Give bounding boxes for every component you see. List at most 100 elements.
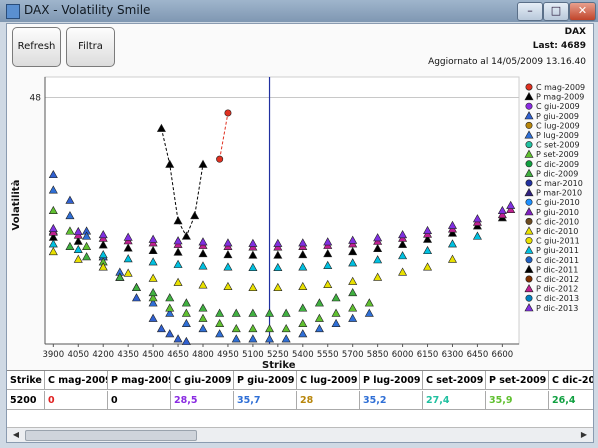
data-point <box>348 235 358 244</box>
legend-marker <box>525 217 533 225</box>
data-point <box>148 293 158 302</box>
table-cell: 35,7 <box>234 391 297 410</box>
legend-label: C dic-2013 <box>536 294 579 303</box>
data-point <box>398 230 408 239</box>
x-tick-label: 3900 <box>42 350 64 360</box>
column-header: Strike <box>7 371 45 390</box>
minimize-button[interactable]: – <box>517 2 543 21</box>
data-point <box>472 214 482 223</box>
data-point <box>198 237 208 246</box>
data-point <box>173 247 183 256</box>
x-tick-label: 5100 <box>242 350 264 360</box>
data-point <box>156 123 166 132</box>
data-point <box>398 267 408 276</box>
data-point <box>497 205 507 214</box>
data-point <box>148 245 158 255</box>
table-header-row: Strike C mag-2009 P mag-2009 C giu-2009 P gi… <box>7 371 593 391</box>
data-point <box>165 308 175 317</box>
volatility-smile-chart: 48 3900 4050 4200 4350 4500 4650 4800 4950 5100 52… <box>10 76 585 369</box>
data-point <box>48 246 58 256</box>
scrollbar-thumb[interactable] <box>25 430 197 441</box>
legend-marker <box>525 237 533 245</box>
data-point <box>198 303 208 312</box>
x-tick-label: 5400 <box>292 350 314 360</box>
legend-label: C mag-2009 <box>536 83 585 92</box>
y-tick-label: 48 <box>30 94 42 104</box>
data-point <box>173 334 183 343</box>
data-point <box>273 262 283 271</box>
legend-marker <box>524 91 534 101</box>
data-point <box>98 240 108 249</box>
data-point <box>198 159 208 168</box>
maximize-button[interactable]: □ <box>543 2 569 21</box>
data-point <box>298 262 308 271</box>
x-tick-label: 5850 <box>367 350 389 360</box>
data-point <box>123 254 133 263</box>
x-axis-label: Strike <box>262 360 296 369</box>
legend-label: P dic-2010 <box>536 227 578 236</box>
filter-data-button[interactable]: Filtra Dati <box>66 27 115 90</box>
refresh-button[interactable]: Refresh <box>12 27 61 67</box>
data-point <box>314 298 324 307</box>
data-point <box>48 239 58 248</box>
legend-label: P giu-2009 <box>536 112 579 121</box>
data-point <box>323 279 333 288</box>
legend-label: C set-2009 <box>536 141 580 150</box>
column-header: C dic-2009 <box>549 371 593 390</box>
data-point <box>314 313 324 322</box>
data-point <box>348 246 358 256</box>
data-point <box>165 303 175 312</box>
x-tick-label: 6600 <box>492 350 514 360</box>
x-tick-label: 6300 <box>442 350 464 360</box>
data-point <box>265 334 275 343</box>
data-point <box>223 238 233 247</box>
legend-marker <box>524 207 534 216</box>
data-point <box>148 273 158 282</box>
data-point <box>181 318 191 327</box>
data-point <box>273 238 283 247</box>
data-point <box>173 277 183 286</box>
data-point <box>48 185 58 194</box>
last-price: Last: 4689 <box>532 41 586 51</box>
column-header: P set-2009 <box>486 371 549 390</box>
data-point <box>231 334 241 343</box>
data-point <box>472 231 482 240</box>
title-bar: DAX - Volatility Smile – □ ✕ <box>0 0 598 22</box>
data-point <box>423 262 433 271</box>
x-tick-label: 4200 <box>92 350 114 360</box>
column-header: C giu-2009 <box>171 371 234 390</box>
legend-label: P dic-2011 <box>536 265 578 274</box>
data-table: Strike C mag-2009 P mag-2009 C giu-2009 P gi… <box>7 370 593 429</box>
scroll-right-icon[interactable]: ▶ <box>580 430 588 439</box>
data-point <box>506 204 516 213</box>
data-point <box>398 251 408 260</box>
data-point <box>173 259 183 268</box>
data-point <box>281 323 291 333</box>
data-point <box>231 308 241 317</box>
data-point <box>98 250 108 259</box>
data-point <box>156 323 166 333</box>
data-point <box>223 281 233 290</box>
legend-marker <box>524 283 534 293</box>
legend-marker <box>525 160 533 168</box>
scroll-left-icon[interactable]: ◀ <box>12 430 20 439</box>
legend-label: C giu-2011 <box>536 237 580 246</box>
legend-marker <box>525 198 533 206</box>
table-cell: 28,5 <box>171 391 234 410</box>
close-button[interactable]: ✕ <box>569 2 596 21</box>
data-point <box>148 234 158 243</box>
data-point <box>248 238 258 247</box>
legend-marker <box>525 179 533 187</box>
data-point <box>298 303 308 312</box>
data-point <box>82 252 92 261</box>
data-point <box>265 323 275 333</box>
legend-marker <box>525 141 533 149</box>
legend-marker <box>525 83 533 91</box>
data-point <box>123 243 133 252</box>
x-tick-label: 4500 <box>142 350 164 360</box>
horizontal-scrollbar[interactable]: ◀ ▶ <box>7 427 593 442</box>
table-cell: 0 <box>45 391 108 410</box>
data-point <box>73 226 83 236</box>
data-point <box>148 298 158 307</box>
data-point <box>198 249 208 258</box>
